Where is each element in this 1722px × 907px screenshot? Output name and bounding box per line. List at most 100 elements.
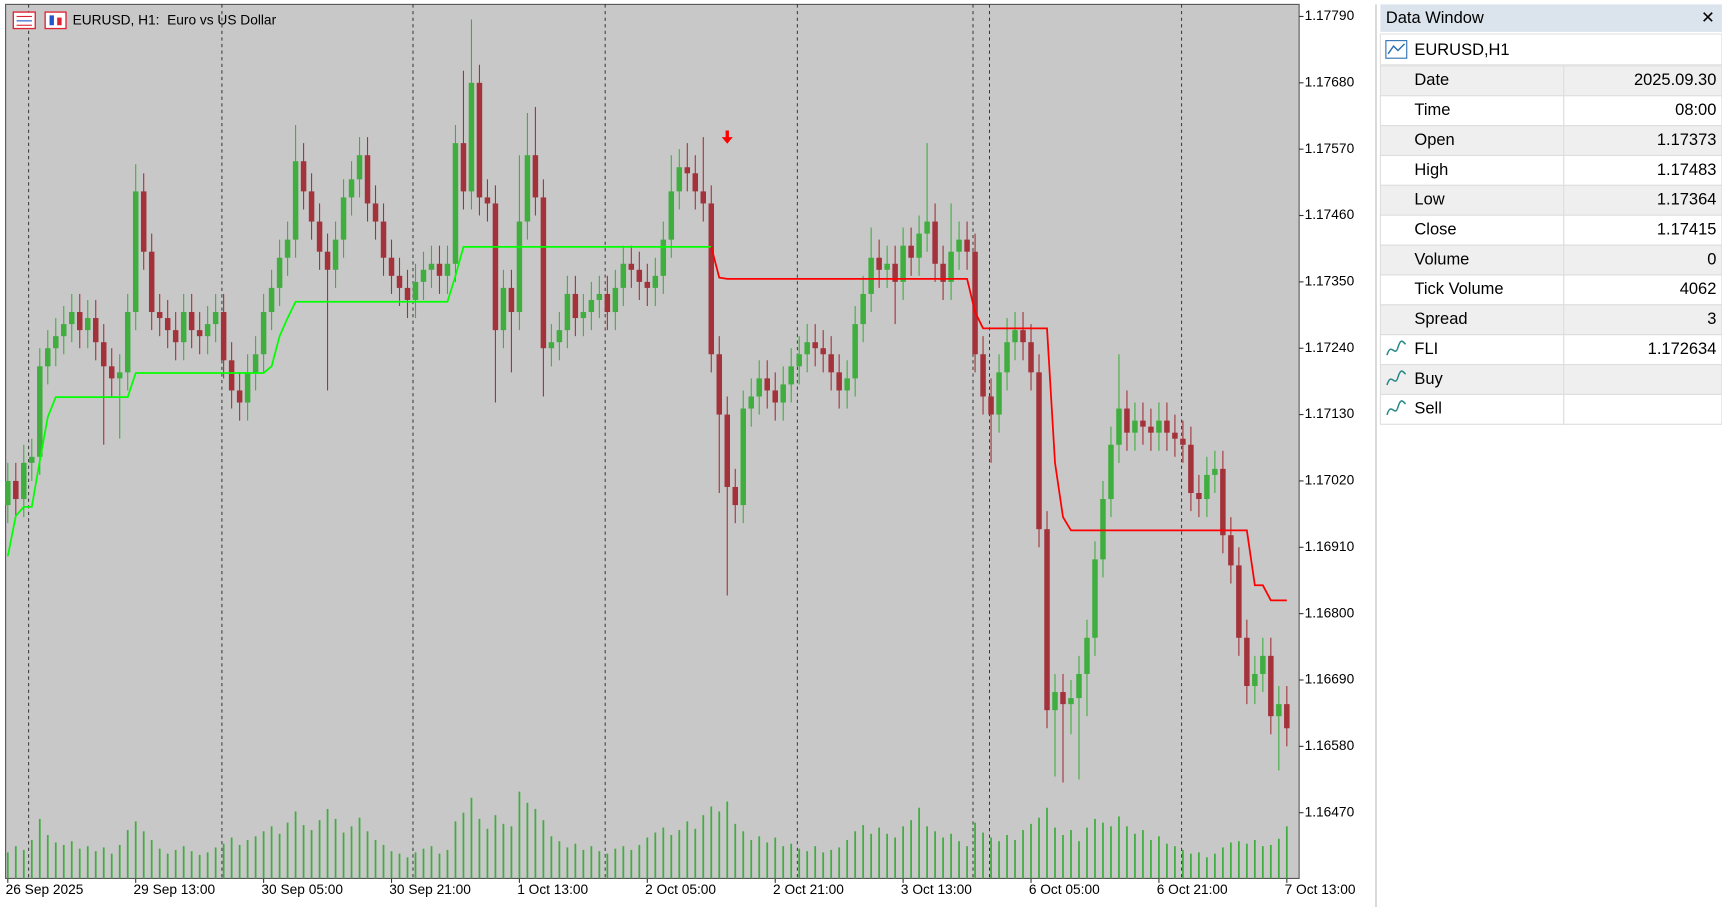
chart-icon[interactable] bbox=[44, 11, 67, 30]
volume-bar bbox=[158, 848, 161, 879]
candle-body bbox=[812, 342, 818, 349]
volume-bar bbox=[518, 791, 521, 879]
candle-body bbox=[1180, 438, 1186, 445]
candle-body bbox=[684, 167, 691, 174]
volume-bar bbox=[118, 844, 121, 879]
volume-bar bbox=[1261, 846, 1264, 879]
x-tick-label: 2 Oct 05:00 bbox=[645, 882, 716, 897]
candle-body bbox=[1044, 529, 1050, 711]
candle-body bbox=[316, 221, 323, 252]
volume-bar bbox=[702, 815, 705, 879]
candle-body bbox=[588, 299, 595, 313]
candle-body bbox=[108, 366, 115, 379]
candle-body bbox=[1116, 408, 1122, 445]
candle-body bbox=[61, 324, 67, 337]
volume-bar bbox=[198, 854, 201, 879]
close-button[interactable]: ✕ bbox=[1701, 9, 1715, 27]
data-row-value-cell bbox=[1563, 244, 1722, 276]
volume-bar bbox=[54, 842, 57, 879]
volume-bar bbox=[678, 830, 681, 879]
volume-bar bbox=[374, 839, 377, 879]
volume-bar bbox=[974, 822, 976, 879]
volume-bar bbox=[1110, 826, 1112, 879]
candle-body bbox=[484, 197, 491, 204]
volume-bar bbox=[926, 826, 928, 879]
data-row-label: High bbox=[1414, 161, 1448, 179]
candle-body bbox=[236, 390, 243, 403]
volume-bar bbox=[806, 851, 809, 879]
icon-bar bbox=[57, 17, 62, 26]
data-row-label: Volume bbox=[1414, 250, 1469, 268]
candle-body bbox=[644, 281, 651, 288]
y-tick-label: 1.16690 bbox=[1305, 672, 1355, 687]
candle-body bbox=[740, 408, 746, 506]
candle-body bbox=[620, 263, 627, 288]
candle-body bbox=[5, 480, 11, 506]
candle-body bbox=[77, 312, 83, 331]
candle-body bbox=[820, 348, 826, 355]
candle-body bbox=[972, 251, 978, 355]
candle-body bbox=[844, 378, 850, 391]
volume-bar bbox=[46, 835, 49, 879]
candle-body bbox=[772, 390, 778, 403]
volume-bar bbox=[838, 847, 841, 879]
candle-body bbox=[1156, 420, 1162, 433]
data-row-value-cell bbox=[1563, 65, 1722, 97]
volume-bar bbox=[502, 823, 505, 879]
candle-body bbox=[1012, 330, 1018, 343]
volume-bar bbox=[758, 836, 761, 879]
candle-body bbox=[196, 330, 203, 337]
candle-body bbox=[628, 263, 635, 270]
candle-body bbox=[1020, 330, 1026, 343]
y-tick-label: 1.16470 bbox=[1305, 804, 1355, 819]
volume-bar bbox=[62, 844, 65, 879]
volume-bar bbox=[598, 851, 601, 879]
volume-bar bbox=[1174, 846, 1176, 879]
candle-body bbox=[84, 318, 91, 331]
volume-bar bbox=[982, 832, 984, 879]
volume-bar bbox=[830, 849, 833, 879]
y-tick-label: 1.17680 bbox=[1305, 74, 1355, 89]
candle-body bbox=[1092, 559, 1098, 638]
plot-area bbox=[5, 3, 1300, 879]
volume-bar bbox=[486, 828, 489, 879]
volume-bar bbox=[686, 821, 689, 879]
volume-bar bbox=[726, 801, 729, 879]
candle-body bbox=[900, 245, 906, 282]
volume-bar bbox=[934, 831, 936, 879]
candle-body bbox=[100, 342, 107, 367]
candle-body bbox=[148, 251, 155, 313]
volume-bar bbox=[902, 826, 905, 879]
candle-body bbox=[548, 342, 555, 349]
volume-bar bbox=[14, 846, 17, 879]
volume-bar bbox=[1086, 827, 1088, 879]
y-tick-label: 1.16910 bbox=[1305, 539, 1355, 554]
volume-bar bbox=[710, 806, 713, 879]
menu-icon[interactable] bbox=[12, 11, 36, 30]
volume-bar bbox=[1166, 843, 1168, 879]
y-tick-label: 1.17130 bbox=[1305, 406, 1355, 421]
sell-arrow bbox=[721, 130, 733, 144]
volume-bar bbox=[854, 831, 857, 879]
candle-body bbox=[252, 354, 259, 373]
candle-body bbox=[164, 318, 171, 331]
candle-body bbox=[660, 239, 667, 276]
x-tick-label: 30 Sep 21:00 bbox=[389, 882, 471, 897]
candle-body bbox=[692, 173, 699, 192]
candle-body bbox=[332, 239, 339, 270]
volume-bar bbox=[478, 818, 481, 879]
volume-bar bbox=[318, 820, 321, 879]
y-tick-label: 1.17460 bbox=[1305, 207, 1355, 222]
candle-body bbox=[524, 155, 531, 222]
candle-body bbox=[1076, 673, 1082, 699]
volume-bar bbox=[1253, 839, 1256, 879]
candle-body bbox=[436, 263, 443, 276]
candle-body bbox=[1036, 372, 1042, 530]
candle-body bbox=[868, 257, 874, 294]
candle-body bbox=[444, 263, 451, 276]
candle-body bbox=[876, 257, 882, 270]
candle-body bbox=[788, 366, 794, 385]
volume-bar bbox=[1022, 830, 1024, 879]
candle-body bbox=[364, 155, 371, 204]
